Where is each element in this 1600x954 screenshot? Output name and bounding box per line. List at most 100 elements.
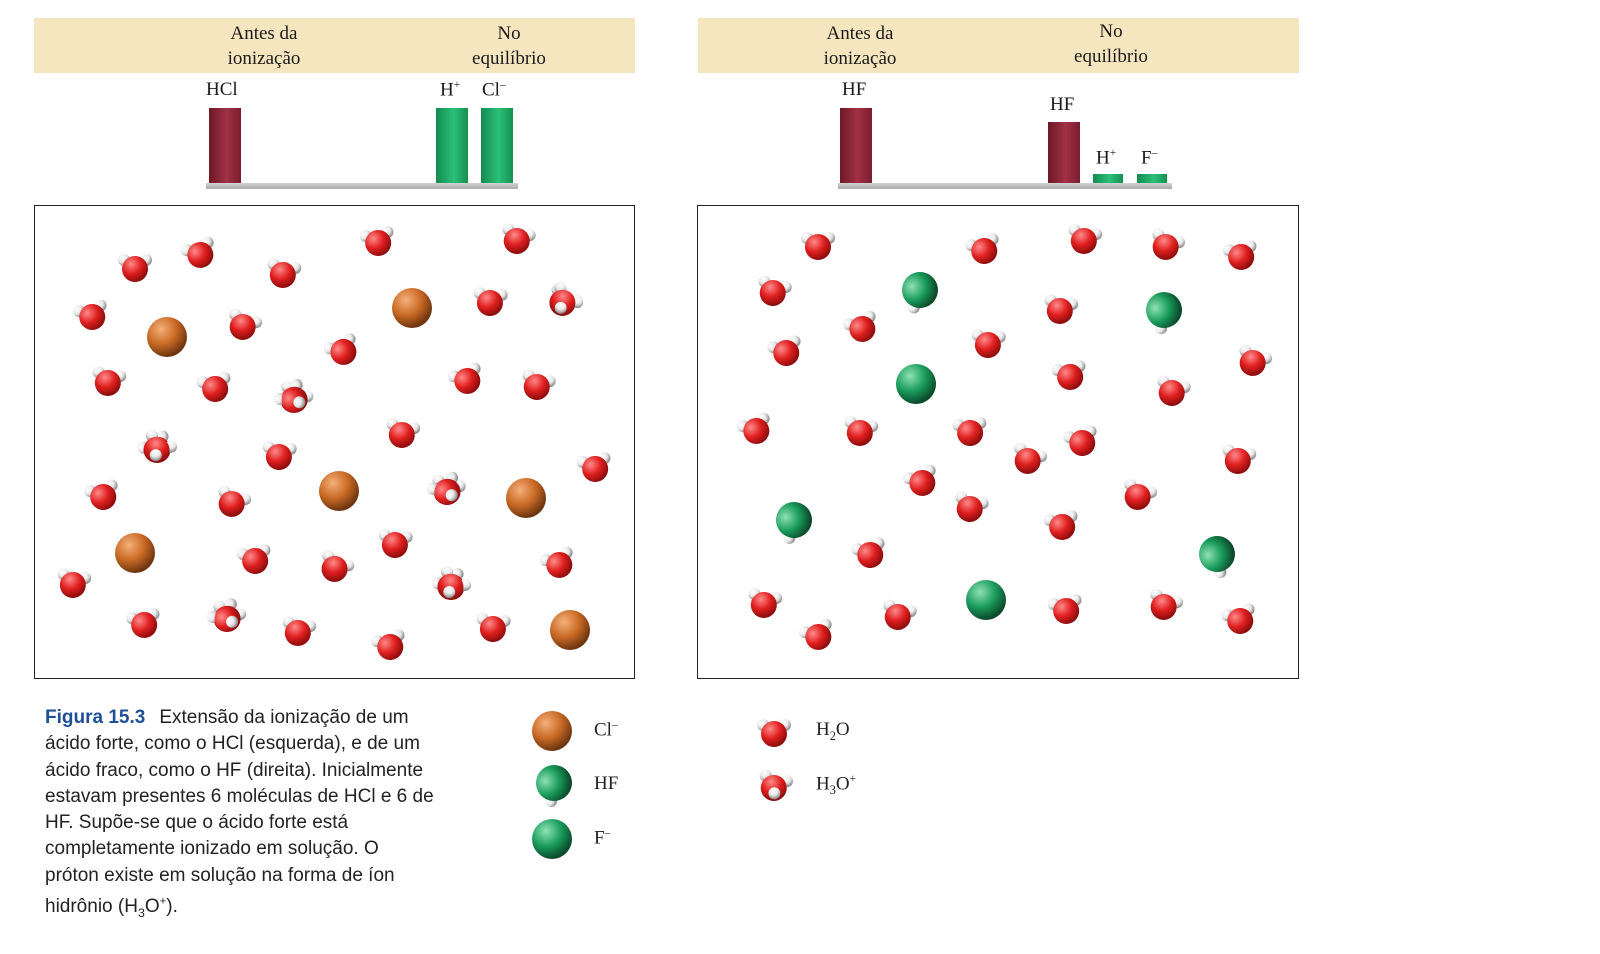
right-molecule-canvas	[736, 224, 1273, 650]
hf-molecule	[776, 502, 812, 544]
water-molecule	[236, 544, 271, 574]
hf-molecule	[536, 765, 572, 807]
water-molecule	[798, 618, 832, 650]
left-molecule-box	[34, 205, 635, 679]
hydronium-ion-icon	[759, 769, 793, 801]
legend-label-h2o: H2O	[816, 719, 850, 743]
water-molecule	[73, 299, 107, 330]
water-molecule	[92, 366, 127, 396]
left-bar-baseline	[206, 183, 518, 189]
water-molecule	[767, 335, 801, 366]
legend-item-h2o: H2O	[752, 709, 912, 753]
bar-label-h-plus-right: H+	[1096, 147, 1117, 169]
water-molecule	[1152, 228, 1186, 260]
water-molecule	[180, 236, 214, 268]
water-molecule	[262, 441, 297, 470]
water-molecule	[748, 588, 783, 618]
water-molecule	[1150, 588, 1184, 620]
water-molecule	[844, 416, 879, 446]
left-molecule-canvas	[57, 223, 611, 660]
legend-label-f-minus: F–	[594, 827, 611, 849]
water-molecule-icon	[757, 719, 791, 747]
legend-item-cl-minus: Cl–	[530, 709, 670, 753]
water-molecule	[229, 308, 263, 340]
water-molecule	[218, 485, 252, 517]
water-molecule	[1239, 344, 1273, 376]
water-molecule	[447, 362, 481, 394]
water-molecule	[1221, 603, 1255, 634]
water-molecule	[539, 546, 573, 578]
water-molecule	[758, 275, 792, 306]
right-header-before: Antes da ionização	[823, 23, 897, 69]
bar-label-cl-minus: Cl–	[482, 79, 506, 101]
right-header-after: No equilíbrio	[1074, 21, 1148, 67]
water-molecule	[1063, 425, 1097, 456]
water-molecule	[1124, 478, 1158, 510]
bar-label-hf-equilibrium: HF	[1050, 94, 1075, 115]
bar-hf-equilibrium	[1048, 122, 1080, 188]
water-molecule	[1014, 442, 1048, 474]
water-molecule	[883, 599, 917, 630]
water-molecule	[196, 372, 231, 402]
water-molecule	[1044, 294, 1079, 324]
f-ion-icon	[532, 819, 572, 859]
water-molecule	[971, 329, 1006, 358]
bar-h-plus-equilibrium	[436, 108, 468, 188]
hf-molecule	[902, 272, 938, 314]
figure-caption: Figura 15.3 Extensão da ionização de um á…	[45, 705, 435, 927]
hydronium-ion	[437, 566, 472, 600]
water-molecule	[576, 452, 611, 482]
fluoride-ion	[532, 819, 572, 859]
water-molecule	[1047, 594, 1082, 624]
chloride-ion	[147, 317, 187, 357]
hf-molecule-icon	[536, 765, 572, 807]
legend-label-cl-minus: Cl–	[594, 719, 618, 741]
bar-hcl-before	[209, 108, 241, 188]
bar-label-hf-before: HF	[842, 79, 867, 100]
hydronium-ion	[549, 282, 584, 316]
water-molecule	[476, 613, 511, 642]
hydronium-ion	[273, 379, 308, 413]
legend-label-hf: HF	[594, 773, 619, 794]
bar-label-hcl: HCl	[206, 79, 238, 100]
water-molecule	[851, 537, 885, 568]
water-molecule	[955, 491, 989, 522]
bar-label-h-plus: H+	[440, 79, 461, 101]
water-molecule	[282, 616, 317, 646]
water-molecule	[118, 254, 152, 282]
water-molecule	[736, 412, 770, 444]
cl-ion-icon	[532, 711, 572, 751]
water-molecule	[57, 568, 92, 598]
right-header-band: Antes da ionização No equilíbrio	[698, 18, 1299, 73]
water-molecule	[473, 287, 508, 316]
bar-cl-minus-equilibrium	[481, 108, 513, 188]
chloride-ion	[115, 533, 155, 573]
water-molecule	[952, 417, 987, 446]
right-bar-baseline	[838, 183, 1172, 189]
water-molecule	[359, 226, 394, 256]
water-molecule	[323, 333, 357, 365]
water-molecule	[125, 608, 160, 638]
water-molecule	[522, 369, 556, 400]
water-molecule	[378, 529, 413, 558]
figure-label: Figura 15.3	[45, 707, 146, 728]
hydronium-ion	[426, 471, 461, 505]
water-molecule	[502, 223, 536, 254]
hydronium-ion	[206, 598, 241, 632]
water-molecule	[1222, 444, 1257, 474]
legend-item-f-minus: F–	[530, 817, 670, 861]
water-molecule	[965, 233, 999, 264]
left-header-before: Antes da ionização	[227, 23, 301, 69]
water-molecule	[1068, 224, 1103, 254]
legend-label-h3o-plus: H3O+	[816, 773, 857, 798]
chloride-ion	[319, 471, 359, 511]
hydronium-ion	[759, 769, 793, 801]
water-molecule	[321, 550, 355, 582]
water-molecule	[842, 310, 876, 342]
chloride-ion	[532, 711, 572, 751]
left-header-after: No equilíbrio	[472, 23, 546, 69]
water-molecule	[801, 232, 835, 260]
water-molecule	[1043, 510, 1078, 540]
water-molecule	[386, 418, 421, 448]
water-molecule	[84, 479, 118, 510]
